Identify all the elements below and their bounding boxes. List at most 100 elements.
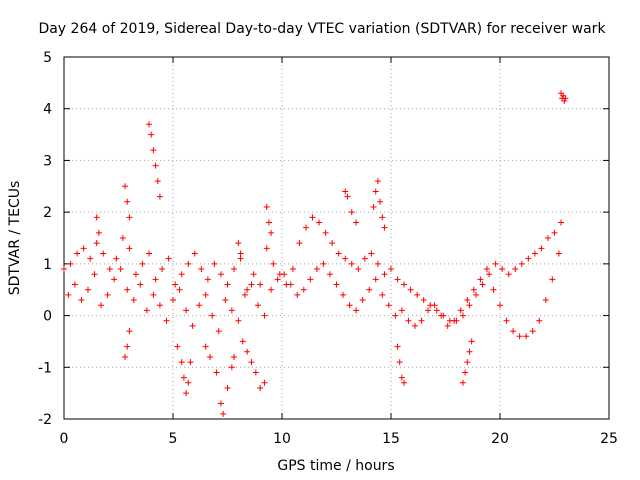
data-point <box>407 286 414 293</box>
data-point <box>265 219 272 226</box>
y-tick-label: 4 <box>43 102 52 118</box>
data-point <box>176 286 183 293</box>
data-point <box>466 302 473 309</box>
data-point <box>185 260 192 267</box>
data-point <box>420 297 427 304</box>
data-point <box>473 291 480 298</box>
data-point <box>237 255 244 262</box>
data-points <box>61 90 569 417</box>
data-point <box>154 178 161 185</box>
data-point <box>263 245 270 252</box>
x-tick-label: 5 <box>169 431 178 447</box>
data-point <box>326 271 333 278</box>
data-point <box>163 317 170 324</box>
data-point <box>84 286 91 293</box>
data-point <box>405 317 412 324</box>
data-point <box>146 250 153 257</box>
data-point <box>152 162 159 169</box>
data-point <box>381 224 388 231</box>
data-point <box>113 255 120 262</box>
data-point <box>451 317 458 324</box>
data-point <box>91 271 98 278</box>
data-point <box>366 286 373 293</box>
data-point <box>217 400 224 407</box>
axis-ticks <box>63 56 610 420</box>
data-point <box>531 250 538 257</box>
data-point <box>425 307 432 314</box>
data-point <box>346 302 353 309</box>
data-point <box>124 198 131 205</box>
data-point <box>396 359 403 366</box>
data-point <box>117 266 124 273</box>
data-point <box>486 271 493 278</box>
x-tick-label: 20 <box>491 431 509 447</box>
data-point <box>178 359 185 366</box>
data-point <box>355 266 362 273</box>
data-point <box>555 250 562 257</box>
data-point <box>281 271 288 278</box>
data-point <box>398 307 405 314</box>
data-point <box>551 229 558 236</box>
data-point <box>342 188 349 195</box>
data-point <box>392 312 399 319</box>
data-point <box>257 384 264 391</box>
data-point <box>87 255 94 262</box>
y-tick-label: -1 <box>38 360 52 376</box>
data-point <box>372 188 379 195</box>
data-point <box>418 317 425 324</box>
data-point <box>464 359 471 366</box>
data-point <box>196 302 203 309</box>
data-point <box>468 338 475 345</box>
data-point <box>490 286 497 293</box>
data-point <box>388 266 394 273</box>
data-point <box>492 260 499 267</box>
data-point <box>244 348 251 355</box>
data-point <box>379 291 386 298</box>
data-point <box>261 312 268 319</box>
data-point <box>561 97 568 104</box>
data-point <box>505 271 512 278</box>
x-axis-label: GPS time / hours <box>277 458 394 474</box>
data-point <box>296 240 303 247</box>
y-tick-label: 1 <box>43 257 52 273</box>
data-point <box>459 379 466 386</box>
data-point <box>98 302 105 309</box>
data-point <box>126 245 133 252</box>
data-point <box>542 297 549 304</box>
data-point <box>270 260 277 267</box>
data-point <box>224 384 231 391</box>
data-point <box>228 307 235 314</box>
data-point <box>459 312 466 319</box>
data-point <box>544 235 551 241</box>
data-point <box>224 281 231 288</box>
data-point <box>470 286 477 293</box>
data-point <box>499 266 506 273</box>
data-point <box>104 291 111 298</box>
data-point <box>372 276 379 283</box>
data-point <box>231 266 238 273</box>
data-point <box>411 322 418 329</box>
data-point <box>466 348 473 355</box>
data-point <box>183 307 190 314</box>
data-point <box>250 271 257 278</box>
data-point <box>322 229 329 236</box>
data-point <box>111 276 118 283</box>
data-point <box>100 250 107 257</box>
data-point <box>148 131 155 138</box>
data-point <box>479 281 486 288</box>
data-point <box>302 224 309 231</box>
data-point <box>222 297 229 304</box>
data-point <box>333 281 340 288</box>
data-point <box>538 245 545 252</box>
data-point <box>132 271 139 278</box>
data-point <box>139 260 146 267</box>
data-point <box>457 307 464 314</box>
data-point <box>274 276 281 283</box>
data-point <box>307 276 314 283</box>
data-point <box>95 229 102 236</box>
data-point <box>165 255 172 262</box>
data-point <box>122 183 129 190</box>
data-point <box>122 353 129 360</box>
data-point <box>558 219 565 226</box>
chart-title: Day 264 of 2019, Sidereal Day-to-day VTE… <box>38 21 606 37</box>
